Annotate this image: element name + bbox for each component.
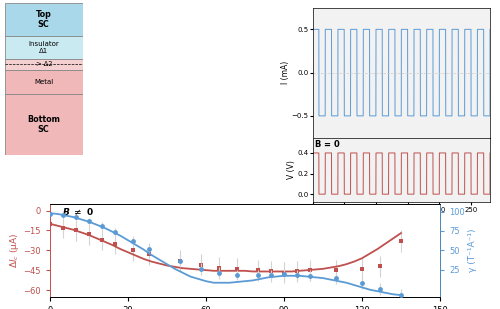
Y-axis label: V (V): V (V) — [286, 160, 296, 180]
Bar — [5, 59, 82, 70]
Text: $\mathbf{B}$ = 0: $\mathbf{B}$ = 0 — [314, 138, 340, 149]
Bar — [5, 3, 82, 36]
Text: > Δ2: > Δ2 — [36, 61, 52, 67]
Bar — [5, 94, 82, 154]
Text: Insulator
Δ1: Insulator Δ1 — [28, 41, 59, 54]
Y-axis label: Δ$I_c$ (μA): Δ$I_c$ (μA) — [8, 233, 20, 268]
Text: Metal: Metal — [34, 79, 54, 85]
Bar — [5, 70, 82, 94]
Text: $\boldsymbol{B}$ $\neq$ 0: $\boldsymbol{B}$ $\neq$ 0 — [62, 207, 94, 217]
Bar — [5, 36, 82, 59]
Y-axis label: I (mA): I (mA) — [281, 61, 290, 84]
Text: Bottom
SC: Bottom SC — [28, 115, 60, 134]
X-axis label: time (s): time (s) — [386, 214, 416, 223]
Y-axis label: γ (T⁻¹A⁻¹): γ (T⁻¹A⁻¹) — [468, 229, 476, 272]
Text: Top
SC: Top SC — [36, 10, 52, 29]
